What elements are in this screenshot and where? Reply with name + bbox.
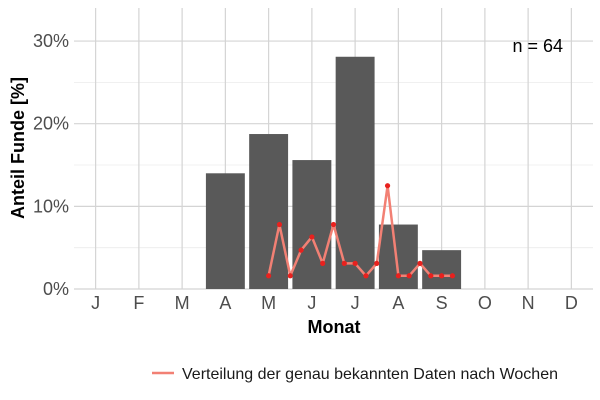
bar [292, 160, 332, 289]
line-point [287, 273, 293, 279]
x-axis-title: Monat [308, 317, 361, 337]
line-point [330, 221, 337, 228]
bars [205, 56, 462, 289]
x-tick-label: A [392, 293, 404, 313]
line-point [439, 273, 445, 279]
y-tick-label: 0% [43, 279, 69, 299]
legend: Verteilung der genau bekannten Daten nac… [152, 366, 558, 383]
y-tick-label: 30% [33, 31, 69, 51]
x-tick-label: J [307, 293, 316, 313]
line-point [309, 234, 315, 240]
x-tick-label: J [351, 293, 360, 313]
x-tick-label: O [478, 293, 492, 313]
x-tick-label: M [175, 293, 190, 313]
bar [205, 173, 245, 289]
line-point [298, 247, 304, 253]
x-tick-label: J [91, 293, 100, 313]
y-tick-label: 20% [33, 114, 69, 134]
x-tick-label: S [436, 293, 448, 313]
line-point [266, 273, 272, 279]
line-point [352, 260, 358, 266]
x-tick-label: N [522, 293, 535, 313]
line-point [406, 273, 412, 279]
x-tick-label: A [219, 293, 231, 313]
x-tick-label: M [261, 293, 276, 313]
weekly-distribution-line [267, 184, 453, 278]
line-point [428, 273, 434, 279]
line-point [417, 260, 423, 266]
sample-size-annotation: n = 64 [512, 36, 563, 56]
line-point [449, 273, 456, 279]
bar [335, 56, 375, 289]
line-series [266, 183, 456, 279]
tick-labels: 0% 10% 20% 30% J F M A M J J A S O N D [33, 31, 578, 313]
bar [249, 134, 289, 289]
line-point [374, 260, 380, 266]
legend-label: Verteilung der genau bekannten Daten nac… [182, 366, 558, 383]
y-axis-title: Anteil Funde [%] [8, 77, 28, 219]
line-point [276, 221, 283, 228]
line-point [395, 273, 401, 279]
line-point [341, 260, 347, 266]
y-tick-label: 10% [33, 196, 69, 216]
bar [422, 250, 462, 289]
x-tick-label: F [133, 293, 144, 313]
line-point [320, 260, 326, 266]
x-tick-label: D [565, 293, 578, 313]
bar [378, 224, 418, 289]
line-point [384, 183, 391, 189]
line-point [363, 273, 369, 279]
